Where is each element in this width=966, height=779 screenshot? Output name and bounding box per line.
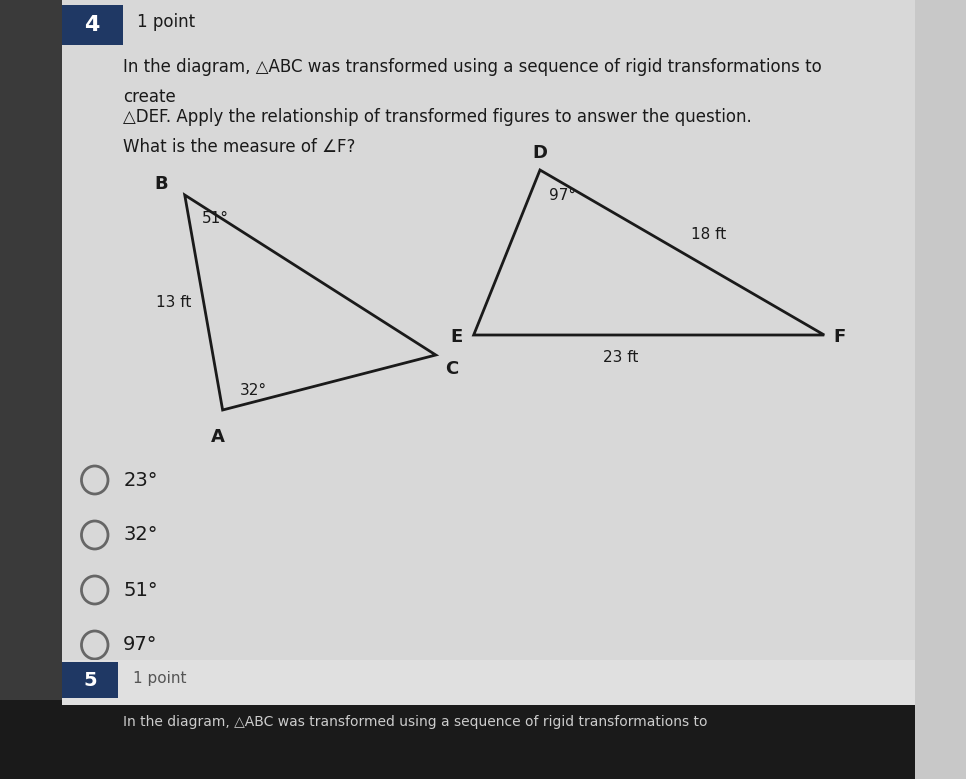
Text: 97°: 97° xyxy=(550,188,577,203)
Text: 97°: 97° xyxy=(123,636,157,654)
Text: 1 point: 1 point xyxy=(137,13,195,31)
Text: 13 ft: 13 ft xyxy=(156,295,191,310)
Text: 23 ft: 23 ft xyxy=(603,350,639,365)
Text: 1 point: 1 point xyxy=(132,671,186,686)
Text: What is the measure of ∠F?: What is the measure of ∠F? xyxy=(123,138,355,156)
Bar xyxy=(62,0,915,660)
Text: 32°: 32° xyxy=(123,526,157,545)
Text: 32°: 32° xyxy=(240,383,267,398)
Bar xyxy=(0,0,62,779)
Text: In the diagram, △ABC was transformed using a sequence of rigid transformations t: In the diagram, △ABC was transformed usi… xyxy=(123,715,708,729)
Text: D: D xyxy=(532,144,548,162)
Text: 5: 5 xyxy=(83,671,97,689)
Text: 18 ft: 18 ft xyxy=(691,227,726,242)
Bar xyxy=(62,660,915,705)
Text: 4: 4 xyxy=(84,15,99,35)
Text: 23°: 23° xyxy=(123,471,157,489)
Text: △DEF. Apply the relationship of transformed figures to answer the question.: △DEF. Apply the relationship of transfor… xyxy=(123,108,752,126)
Bar xyxy=(0,700,915,779)
Text: create: create xyxy=(123,88,176,106)
Text: F: F xyxy=(834,328,846,346)
Text: A: A xyxy=(211,428,225,446)
Text: C: C xyxy=(445,360,459,378)
Text: 51°: 51° xyxy=(202,211,229,226)
Bar xyxy=(62,5,123,45)
Bar xyxy=(62,662,119,698)
Text: B: B xyxy=(154,175,168,193)
Text: 51°: 51° xyxy=(123,580,157,600)
Text: E: E xyxy=(450,328,463,346)
Text: In the diagram, △ABC was transformed using a sequence of rigid transformations t: In the diagram, △ABC was transformed usi… xyxy=(123,58,822,76)
